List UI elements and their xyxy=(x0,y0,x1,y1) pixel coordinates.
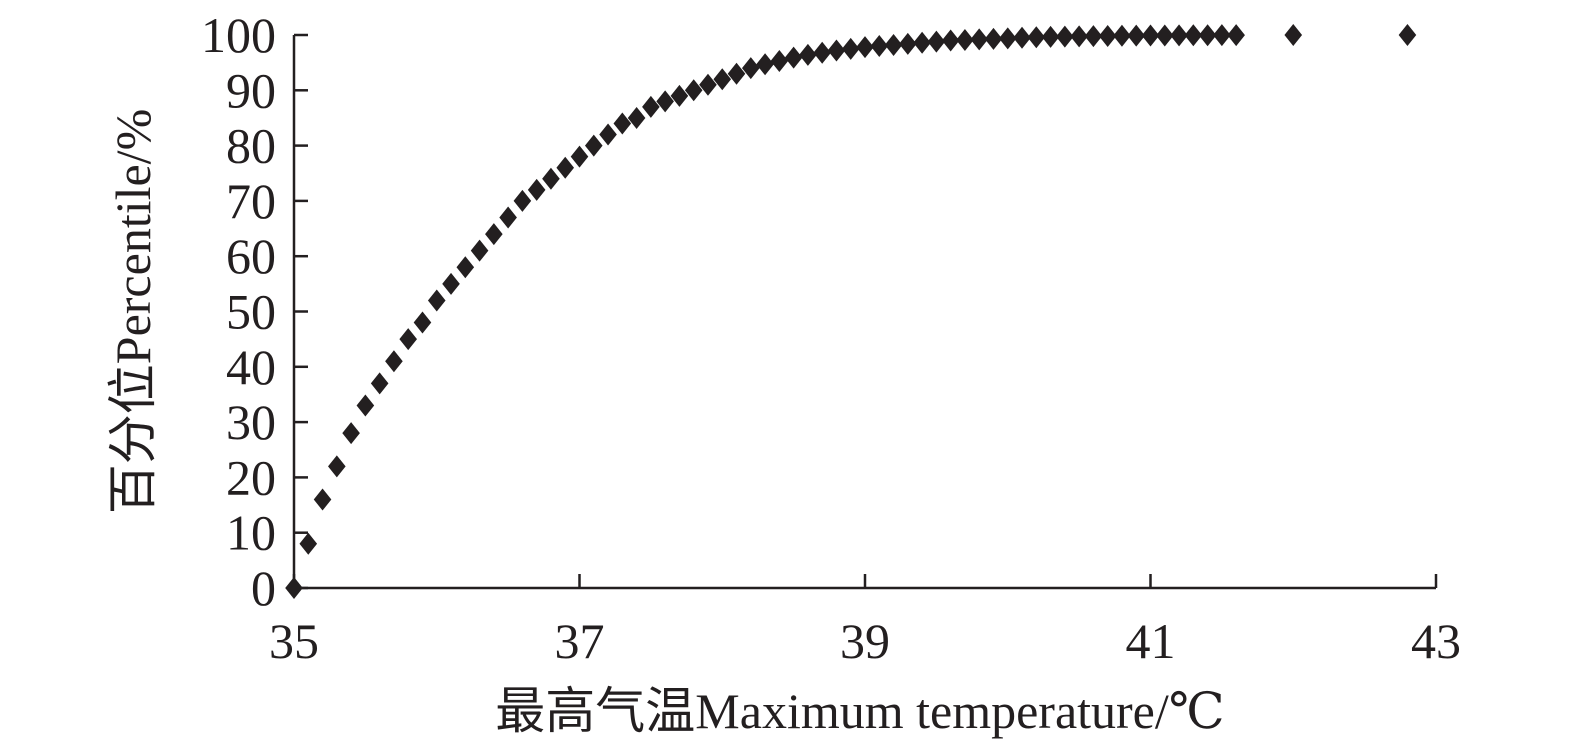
data-point xyxy=(328,455,346,478)
y-tick-label: 70 xyxy=(226,173,276,229)
data-point xyxy=(984,27,1003,50)
data-point xyxy=(1213,24,1231,47)
data-point xyxy=(470,239,489,262)
data-point xyxy=(1113,24,1131,47)
data-point xyxy=(1198,24,1217,47)
data-point xyxy=(513,189,532,212)
data-point xyxy=(827,39,846,62)
data-point xyxy=(927,30,946,53)
data-point xyxy=(770,49,789,72)
y-tick-label: 100 xyxy=(201,7,276,63)
data-point xyxy=(1027,26,1046,49)
data-point xyxy=(285,577,303,599)
data-point xyxy=(427,289,446,312)
y-tick-label: 80 xyxy=(226,118,276,174)
data-point xyxy=(356,394,375,417)
data-point xyxy=(856,36,874,59)
data-point xyxy=(670,84,689,107)
y-tick-label: 50 xyxy=(226,284,276,340)
data-point xyxy=(1184,24,1203,47)
data-point xyxy=(556,156,575,179)
data-point xyxy=(756,53,774,76)
data-point xyxy=(299,532,318,555)
data-point xyxy=(1013,26,1031,49)
data-point xyxy=(442,272,460,295)
data-point xyxy=(1284,24,1303,46)
data-point xyxy=(313,488,332,511)
data-point xyxy=(599,123,617,146)
data-point xyxy=(1127,24,1146,47)
data-point xyxy=(941,29,960,52)
data-point xyxy=(813,41,831,64)
data-point xyxy=(1155,24,1174,47)
data-point xyxy=(841,37,860,60)
data-point xyxy=(1141,24,1160,47)
x-axis-title: 最高气温Maximum temperature/℃ xyxy=(495,683,1224,739)
data-point xyxy=(727,62,746,85)
x-tick-label: 37 xyxy=(555,613,605,669)
data-point xyxy=(1227,24,1245,47)
y-tick-label: 30 xyxy=(226,394,276,450)
data-point xyxy=(913,31,931,54)
x-ticks: 35 37 39 41 43 xyxy=(269,574,1461,669)
y-axis-title: 百分位Percentile/% xyxy=(105,109,161,514)
data-point xyxy=(684,79,703,102)
data-point xyxy=(627,106,646,129)
data-point xyxy=(1170,24,1188,47)
data-point xyxy=(998,27,1017,50)
data-points xyxy=(285,24,1417,599)
data-point xyxy=(542,167,560,190)
data-point xyxy=(1056,25,1074,48)
y-tick-label: 60 xyxy=(226,228,276,284)
data-point xyxy=(613,112,632,135)
data-point xyxy=(970,28,988,51)
data-point xyxy=(742,57,760,80)
data-point xyxy=(1398,24,1417,46)
data-point xyxy=(656,90,674,113)
data-point xyxy=(642,95,660,118)
data-point xyxy=(1098,24,1117,47)
data-point xyxy=(485,223,503,246)
data-point xyxy=(884,33,903,56)
data-point xyxy=(1070,25,1088,48)
x-tick-label: 41 xyxy=(1126,613,1176,669)
data-point xyxy=(1084,25,1103,48)
data-point xyxy=(956,28,974,51)
y-tick-label: 90 xyxy=(226,62,276,118)
x-tick-label: 35 xyxy=(269,613,319,669)
data-point xyxy=(456,256,475,279)
data-point xyxy=(527,178,546,201)
data-point xyxy=(370,372,389,395)
y-tick-label: 20 xyxy=(226,449,276,505)
x-tick-label: 39 xyxy=(840,613,890,669)
data-point xyxy=(870,35,889,58)
y-tick-label: 40 xyxy=(226,339,276,395)
data-point xyxy=(399,328,417,351)
data-point xyxy=(699,73,717,96)
y-tick-label: 0 xyxy=(251,560,276,616)
data-point xyxy=(499,206,517,229)
data-point xyxy=(413,311,432,334)
data-point xyxy=(899,32,917,55)
data-point xyxy=(584,134,603,157)
data-point xyxy=(799,43,817,66)
data-point xyxy=(784,46,803,69)
data-point xyxy=(342,422,360,445)
data-point xyxy=(385,350,403,373)
y-tick-label: 10 xyxy=(226,505,276,561)
data-point xyxy=(570,145,589,168)
data-point xyxy=(713,68,732,91)
data-point xyxy=(1041,25,1060,48)
x-tick-label: 43 xyxy=(1411,613,1461,669)
